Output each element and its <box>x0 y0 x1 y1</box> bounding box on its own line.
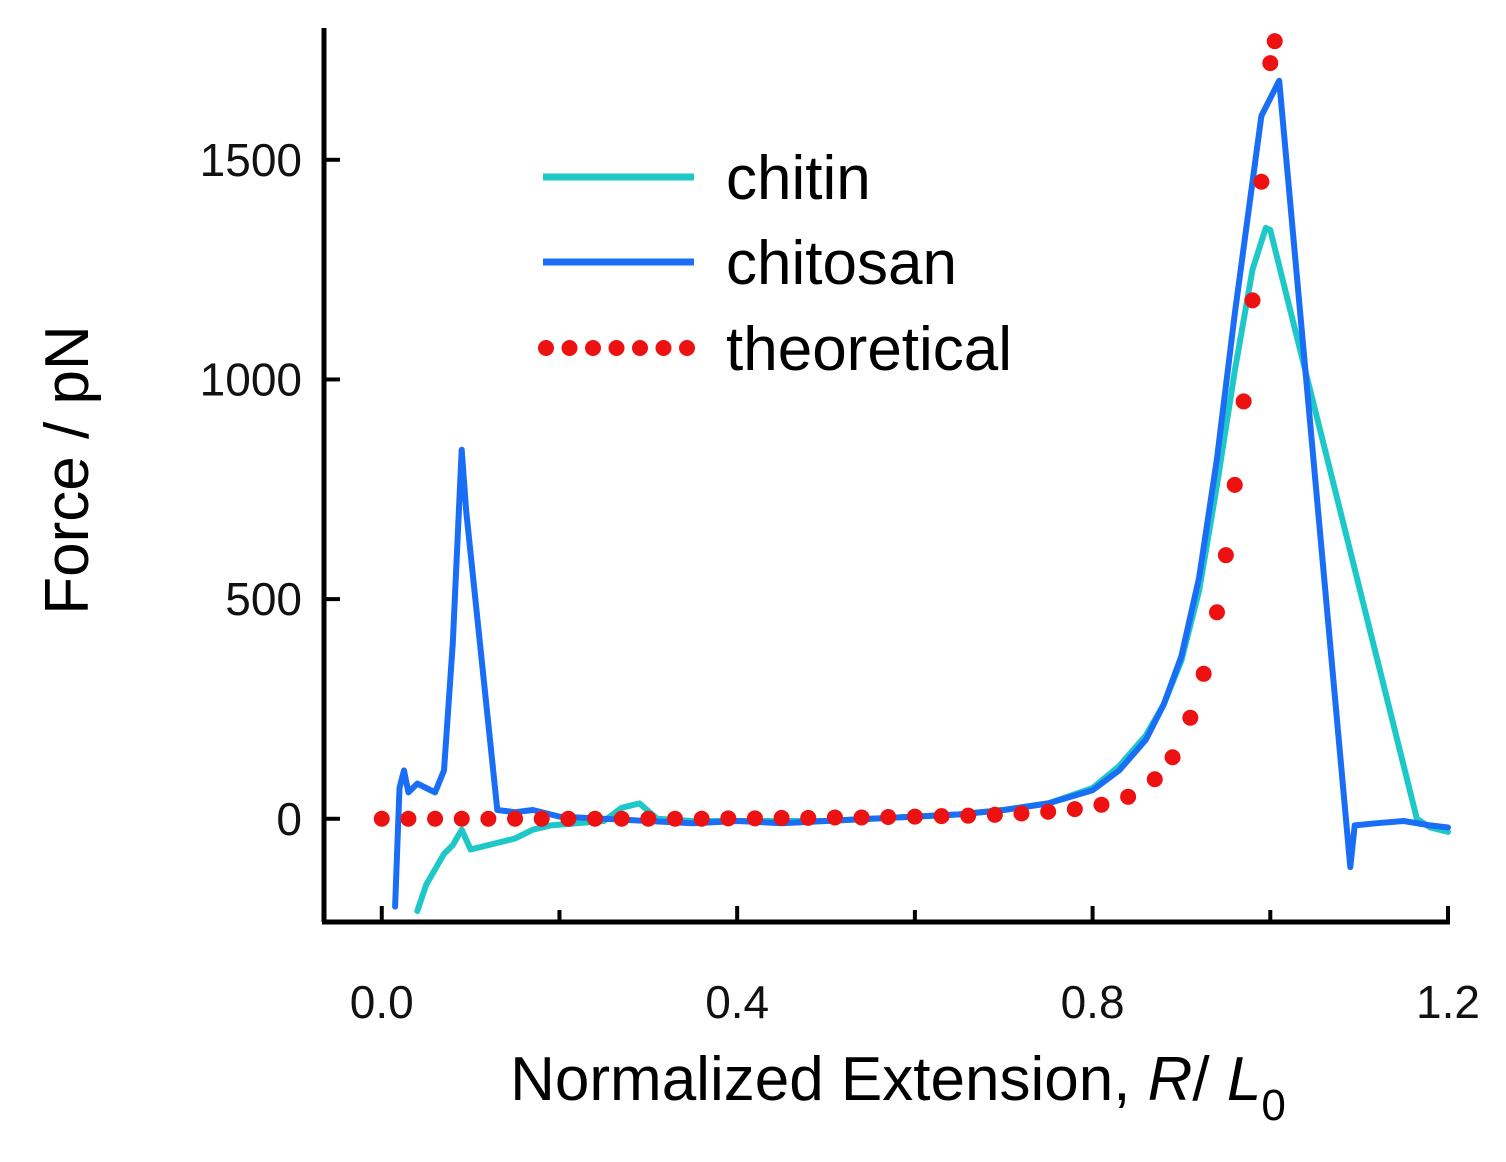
theoretical-point <box>1266 33 1283 50</box>
legend-swatch-theoretical <box>608 340 625 356</box>
theoretical-point <box>427 810 444 827</box>
y-tick-label: 500 <box>225 573 302 625</box>
y-ticks: 0 500 1000 1500 <box>200 134 340 845</box>
theoretical-point <box>1093 796 1110 813</box>
legend-swatch-theoretical <box>561 340 578 356</box>
theoretical-point <box>1217 547 1234 564</box>
theoretical-point <box>880 809 897 826</box>
theoretical-point <box>1253 173 1270 190</box>
legend-swatch-theoretical <box>585 340 601 356</box>
theoretical-point <box>453 810 470 827</box>
series-layer <box>373 33 1451 914</box>
theoretical-point <box>1164 749 1181 766</box>
theoretical-point <box>1146 771 1163 788</box>
theoretical-point <box>720 810 737 827</box>
theoretical-point <box>1013 805 1030 822</box>
theoretical-point <box>693 810 710 827</box>
chitosan-series-line <box>392 77 1451 910</box>
theoretical-point <box>986 806 1003 823</box>
theoretical-point <box>906 808 923 825</box>
theoretical-point <box>1208 604 1225 621</box>
theoretical-point <box>480 810 497 827</box>
legend-label-theoretical: theoretical <box>726 315 1012 384</box>
theoretical-point <box>1182 709 1199 726</box>
y-tick-label: 0 <box>276 793 302 845</box>
x-tick-label: 0.0 <box>350 976 414 1028</box>
theoretical-point <box>1195 665 1212 682</box>
y-tick-label: 1000 <box>200 353 302 405</box>
legend-swatch-theoretical <box>632 340 648 356</box>
legend-label-chitosan: chitosan <box>726 229 957 298</box>
theoretical-point <box>400 810 417 827</box>
x-tick-label: 0.4 <box>705 976 769 1028</box>
legend: chitin chitosan theoretical <box>538 144 1012 384</box>
x-axis-title-slash: / <box>1192 1045 1226 1114</box>
theoretical-point <box>587 810 604 827</box>
theoretical-point <box>640 810 657 827</box>
x-tick-label: 1.2 <box>1416 976 1480 1028</box>
theoretical-point <box>960 807 977 824</box>
theoretical-point <box>533 810 550 827</box>
theoretical-point <box>1235 393 1252 410</box>
x-axis-title-subscript: 0 <box>1261 1081 1285 1130</box>
theoretical-point <box>613 810 630 827</box>
legend-swatch-theoretical <box>538 340 554 356</box>
y-axis-title: Force / pN <box>33 325 102 614</box>
theoretical-point <box>773 809 790 826</box>
theoretical-point <box>507 810 524 827</box>
x-axis-title-text: Normalized Extension, <box>510 1045 1148 1114</box>
theoretical-point <box>1120 788 1137 805</box>
legend-label-chitin: chitin <box>726 144 871 213</box>
theoretical-point <box>800 809 817 826</box>
theoretical-point <box>746 810 763 827</box>
theoretical-point <box>373 810 390 827</box>
x-ticks: 0.0 0.4 0.8 1.2 <box>350 906 1480 1028</box>
theoretical-point <box>1262 55 1279 72</box>
x-axis-title-r: R <box>1148 1045 1193 1114</box>
y-tick-label: 1500 <box>200 134 302 186</box>
theoretical-point <box>666 810 683 827</box>
theoretical-point <box>853 809 870 826</box>
x-axis-title-l: L <box>1227 1045 1261 1114</box>
legend-swatch-theoretical <box>679 340 695 356</box>
theoretical-point <box>560 810 577 827</box>
theoretical-point <box>826 809 843 826</box>
legend-swatch-theoretical <box>655 340 672 356</box>
theoretical-point <box>933 808 950 825</box>
theoretical-point <box>1226 476 1243 493</box>
theoretical-point <box>1244 292 1261 309</box>
x-tick-label: 0.8 <box>1061 976 1125 1028</box>
theoretical-point <box>1066 801 1083 818</box>
theoretical-point <box>1040 803 1057 820</box>
x-axis-title: Normalized Extension, R/ L0 <box>510 1045 1286 1130</box>
